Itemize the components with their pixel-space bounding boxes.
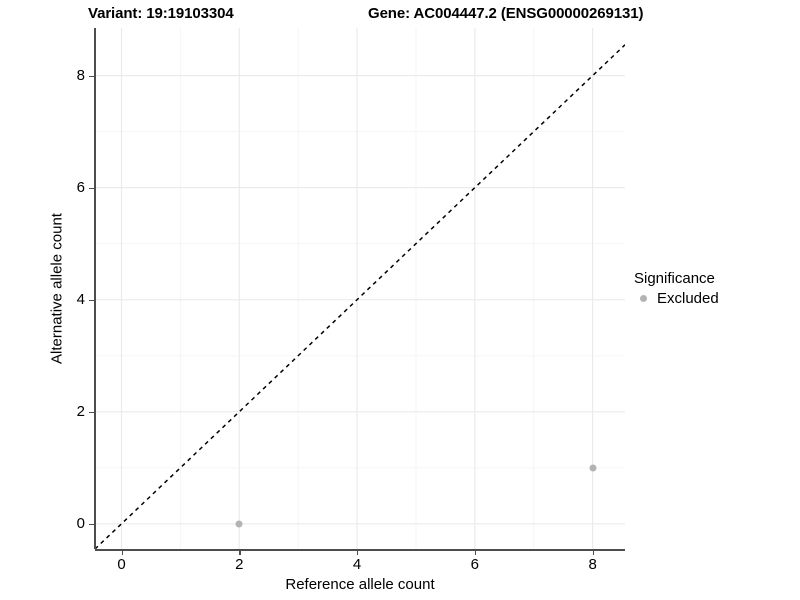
data-point: [235, 520, 243, 528]
variant-title: Variant: 19:19103304: [88, 5, 234, 22]
x-tick-label: 8: [588, 556, 597, 573]
y-tick-label: 0: [76, 514, 85, 532]
legend-title: Significance: [634, 270, 715, 287]
gene-title: Gene: AC004447.2 (ENSG00000269131): [368, 5, 644, 22]
y-tick-mark: [89, 187, 94, 189]
x-tick-label: 2: [235, 556, 244, 573]
panel-gridlines-and-data: [95, 28, 625, 549]
x-tick-mark: [592, 550, 594, 555]
legend-item[interactable]: Excluded: [634, 289, 794, 307]
x-tick-mark: [121, 550, 123, 555]
legend-items: Excluded: [634, 289, 794, 307]
x-tick-label: 6: [470, 556, 479, 573]
y-axis-title: Alternative allele count: [48, 213, 66, 364]
y-axis-line: [94, 28, 96, 549]
x-axis-title: Reference allele count: [285, 576, 435, 593]
y-tick-mark: [89, 75, 94, 77]
x-axis-line: [95, 549, 625, 551]
legend-point-icon: [639, 294, 647, 302]
legend: Significance Excluded: [634, 270, 794, 307]
x-tick-label: 0: [117, 556, 126, 573]
y-tick-label: 4: [76, 290, 85, 308]
y-tick-mark: [89, 299, 94, 301]
y-tick-label: 2: [76, 402, 85, 420]
y-tick-mark: [89, 411, 94, 414]
x-tick-mark: [474, 550, 477, 555]
plot-panel: [95, 28, 625, 549]
legend-key-swatch: [634, 289, 652, 307]
y-tick-label: 6: [76, 178, 85, 196]
y-tick-mark: [89, 523, 94, 526]
data-point: [589, 464, 597, 472]
legend-item-label: Excluded: [657, 289, 719, 307]
identity-reference-line: [95, 44, 625, 549]
x-tick-mark: [239, 550, 241, 555]
y-tick-label: 8: [76, 66, 85, 84]
x-tick-mark: [357, 550, 359, 555]
x-tick-label: 4: [352, 556, 362, 573]
